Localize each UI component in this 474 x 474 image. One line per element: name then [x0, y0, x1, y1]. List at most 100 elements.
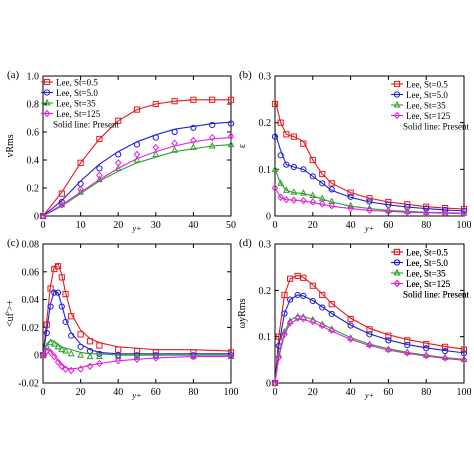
data-point [290, 196, 298, 204]
series-3 [271, 314, 468, 387]
data-point [39, 351, 47, 358]
y-axis-label: ωyRms [237, 298, 248, 328]
data-point [115, 151, 122, 158]
data-point [58, 201, 66, 209]
data-point [68, 332, 75, 339]
data-point [328, 301, 335, 308]
data-point [328, 310, 335, 318]
data-point [300, 196, 307, 205]
data-point [114, 159, 122, 167]
x-tick-label: 30 [151, 220, 161, 231]
y-tick-label: 0.2 [259, 286, 272, 297]
data-point [290, 133, 297, 140]
data-point [287, 296, 294, 303]
plot-frame [42, 243, 232, 384]
data-point [309, 156, 316, 164]
data-point [283, 161, 290, 168]
y-tick-label: 0.3 [259, 72, 272, 83]
data-point [54, 342, 62, 350]
data-point [328, 186, 335, 193]
data-point [300, 166, 307, 173]
data-point [281, 291, 288, 299]
series-line [274, 294, 465, 384]
data-point [441, 354, 449, 362]
data-point [347, 322, 354, 329]
y-tick-label: 0 [34, 212, 39, 223]
x-tick-label: 80 [188, 387, 198, 398]
data-point [328, 326, 335, 334]
data-point [385, 332, 392, 339]
x-tick-label: 0 [41, 387, 46, 398]
data-point [96, 171, 103, 180]
y-tick-label: 0.8 [27, 100, 40, 111]
y-tick-label: 0.1 [259, 332, 272, 343]
data-point [347, 335, 354, 343]
data-point [366, 198, 373, 205]
legend-label: Lee, St=5.0 [56, 88, 98, 98]
data-point [460, 346, 468, 353]
panel-c: 0 20 40 60 80 100-0.0200.020.040.060.08(c)y+<… [5, 237, 469, 400]
legend-label: Lee, St=125 [406, 279, 451, 289]
data-point [404, 337, 411, 344]
x-axis-label: y+ [132, 391, 142, 400]
data-point [366, 206, 373, 215]
series-3 [271, 184, 468, 218]
data-point [319, 170, 326, 178]
data-point [58, 303, 65, 310]
data-point [171, 139, 178, 147]
legend-label: Lee, St=125 [406, 279, 451, 289]
series-2 [39, 338, 235, 360]
data-point [404, 208, 411, 217]
data-point [283, 195, 290, 204]
y-tick-label: 1.0 [27, 72, 40, 83]
data-point [114, 352, 122, 360]
data-point [133, 141, 141, 148]
data-point [77, 351, 85, 358]
data-point [43, 347, 51, 355]
data-point [190, 352, 197, 361]
series-line [42, 144, 232, 217]
x-tick-label: 0 [41, 220, 46, 231]
data-point [290, 163, 297, 171]
y-tick-label: 0.3 [259, 240, 272, 251]
data-point [227, 120, 235, 127]
data-point [366, 195, 373, 202]
data-point [62, 365, 69, 373]
panel-label: (a) [7, 69, 20, 81]
data-point [39, 212, 47, 220]
series-line [274, 315, 465, 384]
data-point [385, 337, 392, 344]
data-point [309, 191, 317, 198]
y-axis-label: ε [237, 144, 248, 148]
data-point [283, 131, 290, 138]
plot-frame [274, 75, 465, 217]
data-point [54, 263, 62, 270]
data-point [47, 303, 54, 310]
series-0 [271, 99, 468, 213]
x-tick-label: 100 [224, 387, 239, 398]
data-point [152, 100, 159, 108]
series-0 [271, 272, 468, 387]
legend-label: Lee, St=35 [406, 269, 446, 279]
data-point [460, 205, 468, 213]
data-point [62, 346, 69, 354]
data-point [299, 189, 307, 196]
data-point [318, 200, 326, 208]
data-point [58, 190, 65, 197]
data-point [347, 189, 354, 196]
series-line [42, 290, 231, 356]
legend-marker [43, 98, 51, 106]
data-point [114, 356, 122, 365]
y-axis-label: <uf'>+ [5, 300, 16, 327]
panel-d: 0 20 40 60 80 100 0 0.1 0.2 0.3 (d) y+ ωyRms Lee, St=… [237, 237, 472, 400]
series-line [42, 99, 231, 217]
y-tick-label: 0.2 [259, 118, 272, 129]
data-point [366, 331, 373, 338]
data-point [68, 313, 75, 320]
data-point [96, 359, 103, 368]
series-line [42, 262, 232, 356]
data-point [86, 338, 94, 345]
